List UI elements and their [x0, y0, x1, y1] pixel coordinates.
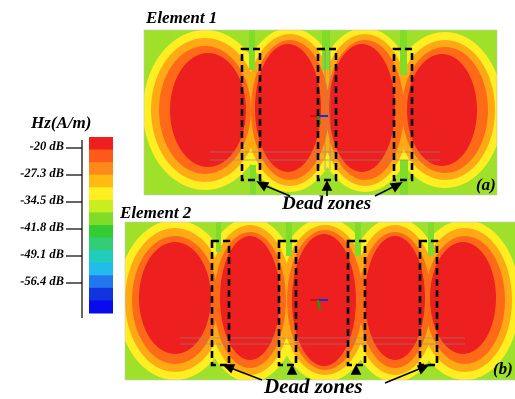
panel-1-title: Element 1 [146, 8, 218, 27]
colorbar-swatch [89, 174, 113, 188]
colorbar-tick-label: -41.8 dB [20, 220, 64, 234]
colorbar-swatch [89, 162, 113, 176]
colorbar-title: Hz(A/m) [31, 113, 92, 132]
colorbar-tick-label: -49.1 dB [20, 247, 64, 261]
colorbar [89, 137, 113, 314]
panel-2-title: Element 2 [120, 203, 192, 222]
colorbar-tick-label: -27.3 dB [20, 166, 64, 180]
dead-zone-arrow [227, 366, 263, 381]
colorbar-swatch [89, 262, 113, 276]
panel-2-tag: (b) [493, 359, 513, 378]
panel-1-tag: (a) [476, 175, 496, 194]
colorbar-swatch [89, 149, 113, 163]
colorbar-swatch [89, 300, 113, 314]
axis-triad-icon [310, 299, 328, 311]
dead-zone-box [240, 47, 262, 182]
colorbar-swatch [89, 225, 113, 239]
colorbar-swatch [89, 287, 113, 301]
panel-1-field [144, 30, 497, 195]
colorbar-tick-label: -20 dB [29, 139, 64, 153]
dead-zone-box [392, 47, 414, 182]
dead-zone-arrow [384, 366, 425, 384]
panel-2-field [125, 222, 515, 380]
colorbar-swatch [89, 199, 113, 213]
colorbar-swatch [89, 250, 113, 264]
dead-zone-box [316, 47, 338, 182]
dead-zone-box [210, 239, 231, 367]
dead-zone-box [346, 239, 367, 367]
colorbar-swatch [89, 137, 113, 151]
dead-zone-box [277, 239, 298, 367]
colorbar-swatch [89, 212, 113, 226]
panel-1-dead-zones-label: Dead zones [282, 193, 372, 214]
colorbar-tick-label: -56.4 dB [20, 274, 64, 288]
colorbar-swatch [89, 275, 113, 289]
colorbar-swatch [89, 237, 113, 251]
panel-2-dead-zones-label: Dead zones [264, 374, 363, 398]
colorbar-tick-label: -34.5 dB [20, 193, 64, 207]
colorbar-swatch [89, 187, 113, 201]
